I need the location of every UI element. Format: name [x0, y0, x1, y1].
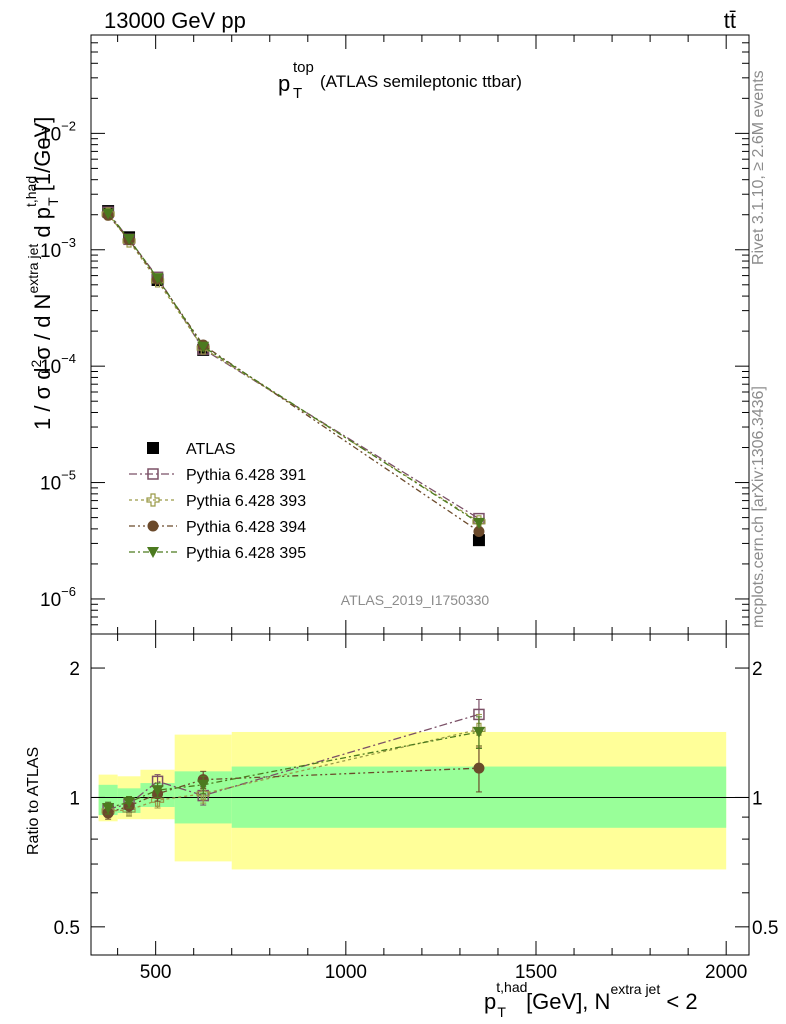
rivet-version-text: Rivet 3.1.10, ≥ 2.6M events [750, 70, 767, 265]
svg-text:1 / σ d2σ / d Nextra jet d pt: 1 / σ d2σ / d Nextra jet d pt,had T [1/Ge… [23, 117, 61, 430]
legend-marker [147, 442, 159, 454]
ratio-panel: 0.5 0.5 1 1 2 2 500 1000 1500 2000 [54, 633, 778, 983]
mcplots-text: mcplots.cern.ch [arXiv:1306.3436] [750, 386, 767, 628]
svg-text:(ATLAS semileptonic ttbar): (ATLAS semileptonic ttbar) [320, 72, 522, 91]
legend-marker [147, 468, 159, 480]
data-point [473, 525, 485, 537]
legend-marker [147, 547, 159, 558]
svg-text:T: T [293, 85, 302, 102]
main-y-tick-label: 10−6 [40, 584, 76, 611]
legend-marker [147, 520, 159, 532]
ratio-data-point [472, 726, 485, 738]
ratio-y-tick-label-right: 0.5 [752, 918, 778, 939]
x-axis-label: pt,had T [GeV], Nextra jet < 2 [484, 979, 698, 1020]
legend-marker [146, 493, 160, 507]
ratio-data-point [102, 803, 115, 815]
ratio-data-point [123, 797, 136, 809]
legend-label: Pythia 6.428 395 [186, 545, 306, 562]
x-tick-label: 1500 [515, 962, 557, 983]
x-tick-label: 500 [140, 962, 172, 983]
ratio-y-tick-label: 0.5 [54, 918, 80, 939]
legend-label: Pythia 6.428 393 [186, 493, 306, 510]
data-point [197, 341, 210, 353]
main-y-tick-label: 10−5 [40, 468, 76, 495]
ratio-y-tick-label: 2 [69, 659, 80, 680]
x-tick-label: 1000 [325, 962, 367, 983]
legend-label: Pythia 6.428 394 [186, 519, 306, 536]
data-point [472, 517, 485, 529]
data-point [123, 233, 136, 245]
ratio-y-axis-label: Ratio to ATLAS [25, 747, 42, 855]
header-right: tt̄ [724, 8, 736, 33]
svg-text:top: top [293, 59, 314, 76]
ratio-data-point [473, 762, 485, 774]
ratio-y-tick-label-right: 2 [752, 659, 763, 680]
ratio-frame [90, 633, 750, 956]
analysis-watermark: ATLAS_2019_I1750330 [341, 592, 490, 608]
ratio-data-point [151, 785, 164, 797]
ratio-data-point [196, 787, 210, 801]
svg-text:p: p [278, 71, 290, 96]
ratio-y-tick-label-right: 1 [752, 788, 763, 809]
data-point [102, 208, 115, 220]
header-left: 13000 GeV pp [104, 8, 246, 33]
plot-title: p top T (ATLAS semileptonic ttbar) [278, 59, 522, 102]
main-y-axis-label: 1 / σ d2σ / d Nextra jet d pt,had T [1/Ge… [23, 117, 61, 430]
x-tick-label: 2000 [705, 962, 747, 983]
data-point [472, 534, 485, 547]
legend-label: ATLAS [186, 441, 236, 458]
series-line [107, 214, 480, 533]
ratio-series-line [108, 728, 480, 812]
data-point [151, 273, 164, 285]
legend-label: Pythia 6.428 391 [186, 467, 306, 484]
ratio-y-tick-label: 1 [69, 788, 80, 809]
ratio-data-point [197, 779, 210, 791]
